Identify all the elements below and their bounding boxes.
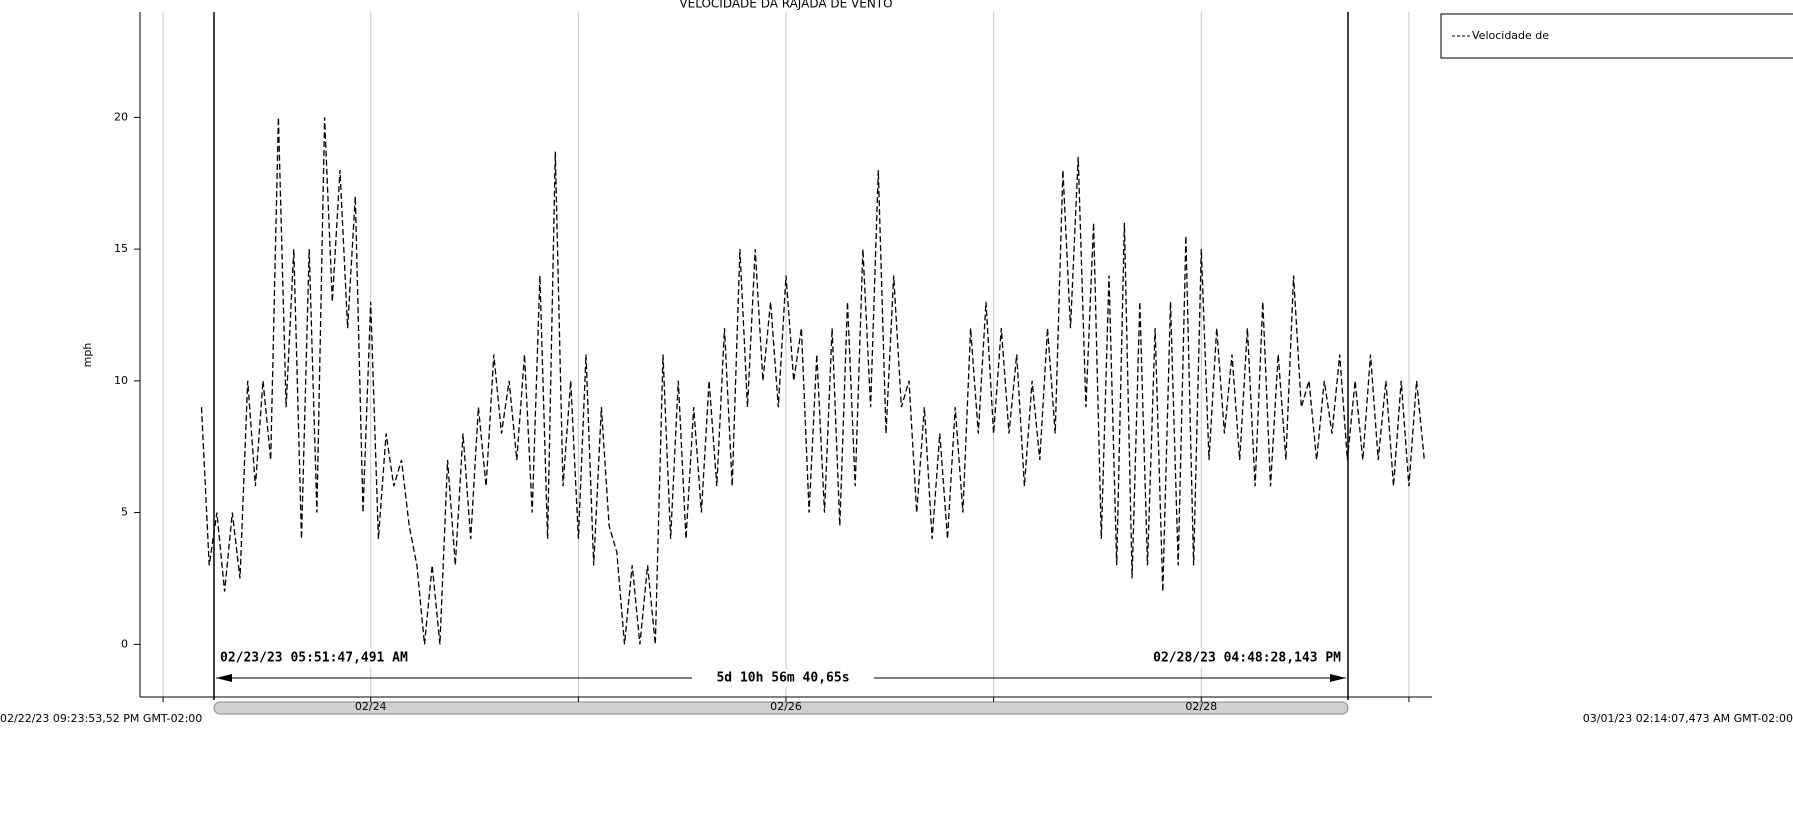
y-tick-label: 20 <box>114 110 128 123</box>
x-tick-label: 02/24 <box>355 700 387 713</box>
y-tick-label: 15 <box>114 242 128 255</box>
label-bg <box>692 669 874 687</box>
arrow-head <box>1330 674 1346 682</box>
data-line <box>200 117 1425 645</box>
arrow-head <box>216 674 232 682</box>
cursor-end-label: 02/28/23 04:48:28,143 PM <box>1153 651 1341 666</box>
x-tick-label: 02/26 <box>770 700 802 713</box>
range-start-label: 02/22/23 09:23:53,52 PM GMT-02:00 <box>0 712 202 725</box>
x-tick-label: 02/28 <box>1185 700 1217 713</box>
duration-label: 5d 10h 56m 40,65s <box>716 671 849 686</box>
legend <box>1440 13 1793 59</box>
label-bg <box>216 648 466 668</box>
y-tick-label: 0 <box>121 637 128 650</box>
cursor-start-label: 02/23/23 05:51:47,491 AM <box>220 651 408 666</box>
chart-title: VELOCIDADE DA RAJADA DE VENTO <box>679 0 892 11</box>
label-bg <box>1092 648 1346 668</box>
range-end-label: 03/01/23 02:14:07,473 AM GMT-02:00 <box>1583 712 1793 725</box>
y-tick-label: 10 <box>114 374 128 387</box>
y-axis-label: mph <box>81 343 94 368</box>
y-tick-label: 5 <box>121 506 128 519</box>
legend-label: Velocidade de <box>1472 29 1549 42</box>
range-slider[interactable] <box>213 701 1349 715</box>
